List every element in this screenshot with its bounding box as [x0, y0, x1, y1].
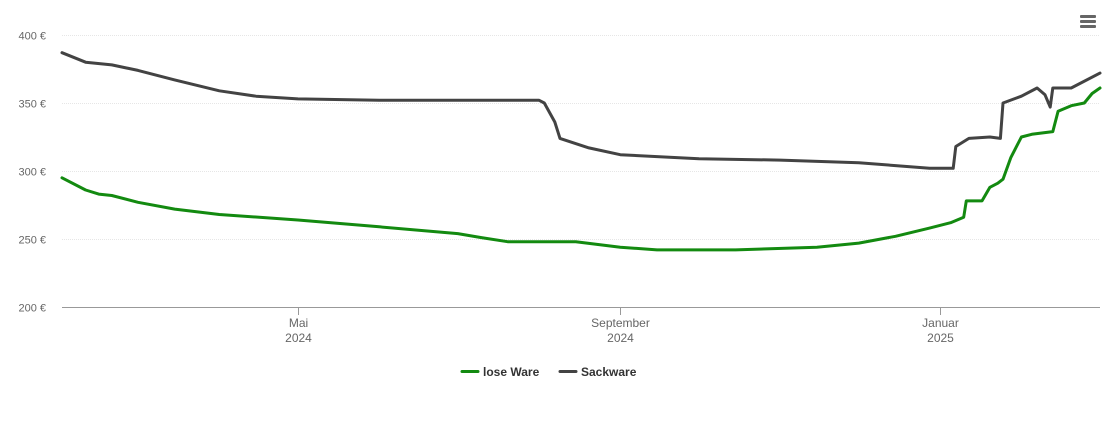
legend-label: Sackware	[581, 365, 637, 379]
x-tick-label: Mai	[289, 316, 308, 330]
x-tick-label: Januar	[922, 316, 959, 330]
x-tick-label: September	[591, 316, 650, 330]
y-tick-label: 250 €	[18, 235, 46, 247]
chart-menu-button[interactable]	[1074, 10, 1102, 34]
x-tick-sublabel: 2024	[285, 331, 312, 345]
y-tick-label: 350 €	[18, 99, 46, 111]
legend-item-lose-ware[interactable]: lose Ware	[460, 365, 540, 379]
legend-label: lose Ware	[483, 365, 540, 379]
x-tick-sublabel: 2024	[607, 331, 634, 345]
y-axis: 200 € 250 € 300 € 350 € 400 €	[18, 31, 46, 315]
series-lines	[60, 51, 1102, 252]
grid-lines	[62, 35, 1100, 240]
y-tick-label: 400 €	[18, 31, 46, 43]
legend[interactable]: lose Ware Sackware	[460, 365, 637, 379]
x-tick-sublabel: 2025	[927, 331, 954, 345]
legend-item-sackware[interactable]: Sackware	[558, 365, 637, 379]
y-tick-label: 200 €	[18, 303, 46, 315]
series-line-lose-ware[interactable]	[60, 86, 1102, 252]
y-tick-label: 300 €	[18, 167, 46, 179]
series-line-sackware[interactable]	[60, 51, 1102, 170]
